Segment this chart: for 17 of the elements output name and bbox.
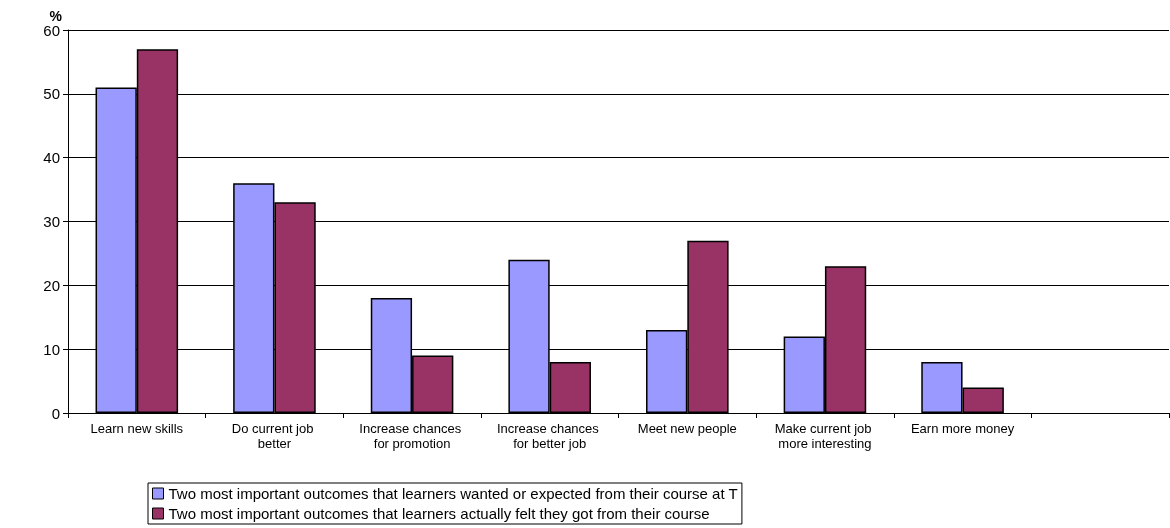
y-tick-label: 60 bbox=[43, 21, 60, 39]
x-tick-label: Increase chances for better job bbox=[496, 421, 603, 451]
x-tick-label: Increase chances for promotion bbox=[359, 421, 465, 451]
y-tick-label: 0 bbox=[51, 404, 60, 422]
x-tick-label: Earn more money bbox=[910, 421, 1015, 436]
x-tick-label: Make current job more interesting bbox=[774, 421, 876, 451]
y-tick-label: 40 bbox=[43, 149, 60, 167]
y-tick-label: 30 bbox=[43, 213, 60, 230]
x-tick-label: Do current job better bbox=[231, 421, 318, 451]
y-tick-label: 50 bbox=[43, 85, 60, 103]
y-axis-title: % bbox=[49, 7, 63, 24]
legend-label: Two most important outcomes that learners wanted or expected from their course at T bbox=[168, 485, 738, 502]
legend-label: Two most important outcomes that learners actually felt they got from their course bbox=[168, 505, 710, 522]
x-tick-label: Learn new skills bbox=[90, 421, 184, 436]
y-tick-label: 10 bbox=[43, 340, 60, 358]
y-tick-label: 20 bbox=[43, 276, 60, 294]
x-tick-label: Meet new people bbox=[637, 421, 737, 436]
